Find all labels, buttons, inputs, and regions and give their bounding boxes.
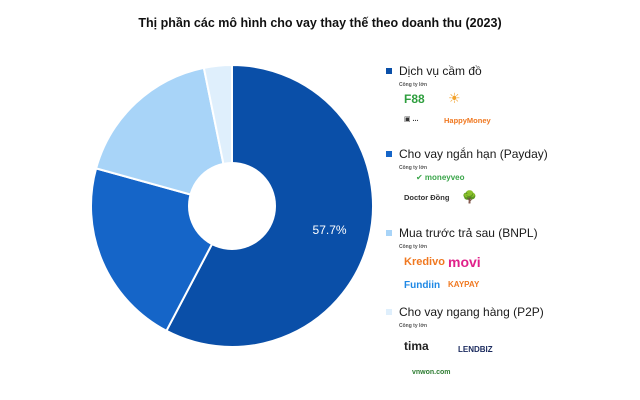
major-companies-label: Công ty lớn xyxy=(399,82,427,88)
data-label-slice-pawn: 57.7% xyxy=(313,223,347,237)
logos-payday: ✔ moneyveo Doctor Đồng 🌳 xyxy=(402,171,548,221)
logo-tree: 🌳 xyxy=(462,190,477,204)
chart-title: Thị phần các mô hình cho vay thay thế th… xyxy=(138,16,502,30)
major-companies-label: Công ty lớn xyxy=(399,165,427,171)
legend-group-payday: Cho vay ngắn hạn (Payday) Công ty lớn ✔ … xyxy=(386,145,548,221)
logo-fundiin: Fundiin xyxy=(404,280,441,291)
logo-pawnshop: ▣ ... xyxy=(404,116,419,123)
logos-bnpl: Kredivo movi Fundiin KAYPAY xyxy=(402,250,538,300)
logo-moneyveo: ✔ moneyveo xyxy=(416,173,465,182)
slice-bnpl xyxy=(94,66,234,208)
legend-swatch-pawn xyxy=(386,68,392,74)
logo-doctor-dong: Doctor Đồng xyxy=(404,193,450,202)
donut-hole xyxy=(188,162,276,250)
legend-group-p2p: Cho vay ngang hàng (P2P) Công ty lớn tim… xyxy=(386,303,544,379)
legend-entry-p2p: Cho vay ngang hàng (P2P) xyxy=(386,303,544,321)
legend-label-pawn: Dịch vụ cầm đồ xyxy=(399,64,482,78)
logo-kredivo: Kredivo xyxy=(404,256,445,268)
logo-kaypay: KAYPAY xyxy=(448,280,480,289)
donut-chart: 57.7% xyxy=(90,63,374,348)
logos-pawn: F88 ☀ ▣ ... HappyMoney xyxy=(402,88,491,138)
logo-happymoney: HappyMoney xyxy=(444,116,491,125)
legend-group-bnpl: Mua trước trả sau (BNPL) Công ty lớn Kre… xyxy=(386,224,538,300)
major-companies-label: Công ty lớn xyxy=(399,244,427,250)
logo-tima: tima xyxy=(404,339,429,353)
legend-label-bnpl: Mua trước trả sau (BNPL) xyxy=(399,226,538,240)
logo-sun: ☀ xyxy=(448,90,461,106)
legend-entry-pawn: Dịch vụ cầm đồ xyxy=(386,62,482,80)
legend-group-pawn: Dịch vụ cầm đồ Công ty lớn F88 ☀ ▣ ... H… xyxy=(386,62,491,138)
logo-movi: movi xyxy=(448,254,481,270)
logo-lendbiz: LENDBIZ xyxy=(458,345,493,354)
legend-swatch-payday xyxy=(386,151,392,157)
legend-label-payday: Cho vay ngắn hạn (Payday) xyxy=(399,147,548,161)
legend-swatch-p2p xyxy=(386,309,392,315)
legend-entry-payday: Cho vay ngắn hạn (Payday) xyxy=(386,145,548,163)
logo-f88: F88 xyxy=(404,92,425,106)
logos-p2p: tima LENDBIZ vnwon.com xyxy=(402,329,544,379)
legend-label-p2p: Cho vay ngang hàng (P2P) xyxy=(399,305,544,319)
legend-swatch-bnpl xyxy=(386,230,392,236)
legend-entry-bnpl: Mua trước trả sau (BNPL) xyxy=(386,224,538,242)
logo-vnwon: vnwon.com xyxy=(412,369,451,376)
major-companies-label: Công ty lớn xyxy=(399,323,427,329)
